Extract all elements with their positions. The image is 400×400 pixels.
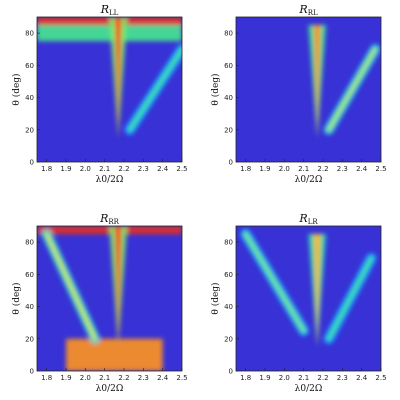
y-tick-label: 40 bbox=[25, 94, 34, 102]
panel-2: RRR 1.8 1.9 2.0 2.1 2.2 2.3 2.4 2.5 0 20 40 60 80 θ (d… bbox=[11, 212, 188, 394]
panel-0: RLL 1.8 1.9 2.0 2.1 2.2 2.3 2.4 2.5 0 20 40 60 80 θ (d… bbox=[11, 3, 188, 185]
panel-title-subscript: RL bbox=[308, 9, 318, 17]
x-tick-label: 2.2 bbox=[317, 374, 328, 382]
heatmap-ridge-line bbox=[128, 47, 182, 132]
heatmap-region bbox=[66, 338, 163, 371]
heatmap-field bbox=[37, 226, 182, 371]
panel-title-subscript: RR bbox=[108, 218, 119, 226]
y-tick-label: 0 bbox=[229, 368, 233, 376]
panel-title: RLL bbox=[100, 3, 119, 17]
panel-1: RRL 1.8 1.9 2.0 2.1 2.2 2.3 2.4 2.5 0 20 40 60 80 θ (d… bbox=[210, 3, 387, 185]
heatmap-ridge-line bbox=[243, 232, 306, 333]
panel-title: RRL bbox=[298, 3, 318, 17]
x-tick-label: 2.5 bbox=[176, 374, 187, 382]
plot-frame bbox=[36, 16, 183, 163]
y-tick-label: 20 bbox=[25, 335, 34, 343]
x-tick-label: 1.9 bbox=[60, 165, 71, 173]
plot-frame bbox=[36, 225, 183, 372]
x-tick-label: 2.1 bbox=[298, 165, 309, 173]
y-tick-label: 60 bbox=[25, 62, 34, 70]
x-tick-label: 2.2 bbox=[317, 165, 328, 173]
x-axis-label: λ0/2Ω bbox=[96, 175, 124, 185]
y-tick-label: 0 bbox=[30, 368, 34, 376]
heatmap-ridge-line bbox=[327, 47, 377, 132]
y-tick-label: 40 bbox=[224, 303, 233, 311]
heatmap-ridge bbox=[114, 17, 122, 138]
x-tick-label: 1.8 bbox=[240, 374, 251, 382]
y-tick-label: 60 bbox=[224, 271, 233, 279]
y-axis-label: θ (deg) bbox=[210, 282, 221, 314]
x-tick-label: 2.5 bbox=[375, 165, 386, 173]
y-tick-label: 60 bbox=[224, 62, 233, 70]
y-tick-label: 40 bbox=[224, 94, 233, 102]
x-tick-label: 2.2 bbox=[118, 165, 129, 173]
heatmap-ridge bbox=[313, 234, 321, 347]
x-tick-label: 2.5 bbox=[176, 165, 187, 173]
x-axis-label: λ0/2Ω bbox=[295, 175, 323, 185]
y-tick-label: 0 bbox=[30, 159, 34, 167]
x-tick-label: 1.8 bbox=[41, 374, 52, 382]
x-tick-label: 2.3 bbox=[337, 374, 348, 382]
x-tick-label: 2.0 bbox=[279, 165, 290, 173]
heatmap-ridge bbox=[114, 226, 122, 347]
y-axis-label: θ (deg) bbox=[11, 282, 22, 314]
x-axis-label: λ0/2Ω bbox=[96, 384, 124, 394]
x-tick-label: 1.8 bbox=[240, 165, 251, 173]
x-tick-label: 2.5 bbox=[375, 374, 386, 382]
y-axis-label: θ (deg) bbox=[11, 73, 22, 105]
y-tick-label: 80 bbox=[224, 30, 233, 38]
heatmap-field bbox=[236, 226, 381, 371]
x-axis-label: λ0/2Ω bbox=[295, 384, 323, 394]
x-tick-label: 2.4 bbox=[356, 374, 368, 382]
x-tick-label: 2.3 bbox=[337, 165, 348, 173]
x-tick-label: 1.9 bbox=[60, 374, 71, 382]
y-tick-label: 80 bbox=[25, 239, 34, 247]
x-tick-label: 2.3 bbox=[138, 165, 149, 173]
panel-3: RLR 1.8 1.9 2.0 2.1 2.2 2.3 2.4 2.5 0 20 40 60 80 θ (d… bbox=[210, 212, 387, 394]
x-tick-label: 2.3 bbox=[138, 374, 149, 382]
heatmap-ridge-line bbox=[44, 232, 97, 341]
plot-frame bbox=[235, 225, 382, 372]
y-tick-label: 40 bbox=[25, 303, 34, 311]
panel-title-subscript: LL bbox=[109, 9, 119, 17]
x-tick-label: 2.0 bbox=[80, 165, 91, 173]
plot-frame bbox=[235, 16, 382, 163]
heatmap-ridge bbox=[313, 25, 321, 138]
panel-title-subscript: LR bbox=[308, 218, 319, 226]
y-tick-label: 80 bbox=[224, 239, 233, 247]
y-tick-label: 80 bbox=[25, 30, 34, 38]
x-tick-label: 1.9 bbox=[259, 374, 270, 382]
x-tick-label: 2.2 bbox=[118, 374, 129, 382]
x-tick-label: 2.1 bbox=[99, 165, 110, 173]
x-tick-label: 2.0 bbox=[279, 374, 290, 382]
heatmap-field bbox=[236, 17, 381, 162]
x-tick-label: 1.9 bbox=[259, 165, 270, 173]
heatmap-background bbox=[236, 17, 381, 162]
y-axis-label: θ (deg) bbox=[210, 73, 221, 105]
y-tick-label: 60 bbox=[25, 271, 34, 279]
heatmap-band bbox=[37, 25, 182, 42]
panel-title: RRR bbox=[99, 212, 120, 226]
x-tick-label: 2.1 bbox=[298, 374, 309, 382]
heatmap-ridge-line bbox=[327, 256, 374, 341]
x-tick-label: 2.4 bbox=[157, 165, 169, 173]
x-tick-label: 2.4 bbox=[356, 165, 368, 173]
x-tick-label: 2.4 bbox=[157, 374, 169, 382]
y-tick-label: 0 bbox=[229, 159, 233, 167]
panel-title: RLR bbox=[298, 212, 318, 226]
y-tick-label: 20 bbox=[224, 126, 233, 134]
y-tick-label: 20 bbox=[224, 335, 233, 343]
x-tick-label: 1.8 bbox=[41, 165, 52, 173]
y-tick-label: 20 bbox=[25, 126, 34, 134]
x-tick-label: 2.0 bbox=[80, 374, 91, 382]
x-tick-label: 2.1 bbox=[99, 374, 110, 382]
heatmap-field bbox=[37, 17, 182, 162]
